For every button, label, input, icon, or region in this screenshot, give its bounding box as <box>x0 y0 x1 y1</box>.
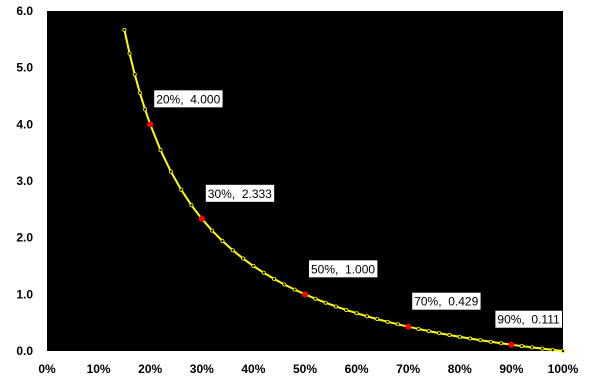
series-point <box>416 326 421 331</box>
y-tick-label: 3.0 <box>16 174 33 188</box>
highlight-point <box>302 291 308 298</box>
y-axis: 0.0 1.0 2.0 3.0 4.0 5.0 6.0 <box>16 4 33 358</box>
highlight-point <box>147 121 154 128</box>
series-point <box>530 345 535 350</box>
x-tick-label: 90% <box>499 362 523 376</box>
data-label: 90%, 0.111 <box>497 313 560 327</box>
series-point <box>519 344 524 349</box>
x-tick-label: 0% <box>38 362 56 376</box>
highlight-point <box>405 323 412 330</box>
series-point <box>488 339 493 344</box>
highlight-point <box>198 215 205 222</box>
series-point <box>230 248 235 253</box>
series-point <box>272 276 277 281</box>
series-point <box>168 169 173 174</box>
x-axis: 0% 10% 20% 30% 40% 50% 60% 70% 80% 90% 100% <box>38 362 578 376</box>
series-point <box>127 51 132 56</box>
x-tick-label: 40% <box>241 362 265 376</box>
data-label-background <box>154 90 223 108</box>
y-tick-label: 4.0 <box>16 117 33 131</box>
series-point <box>375 317 380 322</box>
x-tick-label: 30% <box>190 362 214 376</box>
series-point <box>122 27 127 32</box>
y-tick-label: 2.0 <box>16 231 33 245</box>
series-point <box>478 338 483 343</box>
y-tick-label: 6.0 <box>16 4 33 18</box>
series-point <box>251 263 256 268</box>
data-label-background <box>309 260 378 278</box>
data-label: 20%, 4.000 <box>156 92 220 106</box>
x-tick-label: 20% <box>138 362 162 376</box>
data-label: 30%, 2.333 <box>208 187 272 201</box>
series-point <box>561 348 566 353</box>
series-point <box>395 322 400 327</box>
series-point <box>261 270 266 275</box>
series-point <box>282 282 287 287</box>
series-point <box>143 107 148 112</box>
y-tick-label: 1.0 <box>16 287 33 301</box>
series-point <box>499 341 504 346</box>
series-point <box>426 329 431 334</box>
data-label-background <box>412 292 481 310</box>
data-label-background <box>495 310 562 328</box>
series-point <box>189 203 194 208</box>
data-label: 50%, 1.000 <box>311 262 375 276</box>
highlighted-points: 20%, 4.000 30%, 2.333 50%, 1.000 70%, 0.429… <box>147 90 562 348</box>
series-point <box>158 148 163 153</box>
plot-area <box>47 11 563 351</box>
series-markers <box>122 27 566 353</box>
series-point <box>344 307 349 312</box>
series-point <box>210 228 215 233</box>
data-label-background <box>205 184 275 202</box>
series-point <box>313 296 318 301</box>
y-tick-label: 5.0 <box>16 61 33 75</box>
highlight-point <box>508 341 515 348</box>
series-point <box>550 347 555 352</box>
series-point <box>447 333 452 338</box>
data-label: 70%, 0.429 <box>414 295 478 309</box>
series-point <box>540 346 545 351</box>
series-point <box>437 331 442 336</box>
series-point <box>323 300 328 305</box>
series-point <box>132 72 137 77</box>
series-point <box>354 311 359 316</box>
series-point <box>241 256 246 261</box>
x-tick-label: 60% <box>345 362 369 376</box>
series-line <box>123 29 564 352</box>
series-point <box>179 187 184 192</box>
x-tick-label: 50% <box>293 362 317 376</box>
series-point <box>468 336 473 341</box>
series-point <box>385 319 390 324</box>
x-tick-label: 80% <box>448 362 472 376</box>
series-point <box>457 334 462 339</box>
x-tick-label: 70% <box>396 362 420 376</box>
x-tick-label: 10% <box>87 362 111 376</box>
series-point <box>333 304 338 309</box>
y-tick-label: 0.0 <box>16 344 33 358</box>
series-point <box>292 287 297 292</box>
series-point <box>220 239 225 244</box>
series-point <box>364 314 369 319</box>
series-point <box>137 90 142 95</box>
x-tick-label: 100% <box>548 362 579 376</box>
